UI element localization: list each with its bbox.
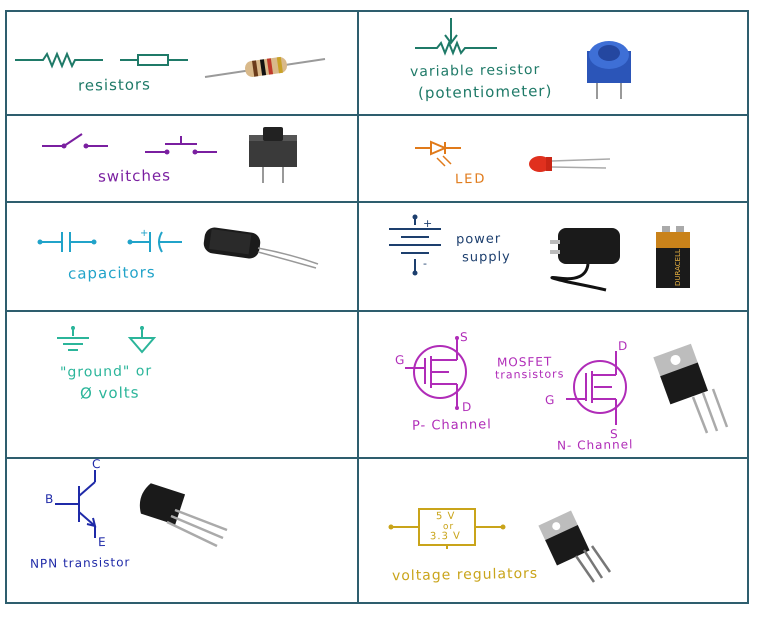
to92-transistor-photo (139, 483, 228, 548)
p-mosfet-g-label: G (394, 352, 406, 368)
grid-divider-vertical (357, 12, 359, 602)
npn-e-label: E (97, 534, 107, 550)
npn-c-label: C (91, 456, 102, 472)
resistor-zigzag-symbol (15, 51, 103, 69)
npn-transistor-symbol (55, 470, 97, 538)
voltage-regulator-symbol (388, 508, 506, 549)
resistor-box-symbol (120, 54, 188, 66)
regulator-label: voltage regulators (391, 565, 539, 585)
components-grid (5, 10, 749, 604)
grid-divider-2 (7, 201, 747, 203)
capacitor-photo (203, 227, 319, 269)
battery-brand-text: DURACELL (674, 249, 682, 286)
ground-label-line2: Ø volts (79, 383, 140, 403)
potentiometer-label-line2: (potentiometer) (417, 81, 553, 103)
resistors-label: resistors (77, 75, 152, 95)
led-label: LED (454, 171, 487, 188)
potentiometer-label-line1: variable resistor (409, 61, 541, 81)
mosfet-title-line2: transistors (494, 367, 565, 382)
n-channel-label: N- Channel (556, 437, 634, 453)
svg-text:-: - (423, 257, 427, 270)
p-mosfet-d-label: D (461, 399, 473, 415)
regulator-box-line3: 3.3 V (429, 530, 462, 543)
p-channel-mosfet-symbol (405, 336, 467, 410)
n-mosfet-g-label: G (544, 392, 556, 408)
to220-transistor-photo (653, 343, 729, 434)
wall-adapter-photo (550, 228, 620, 292)
potentiometer-photo (587, 41, 631, 99)
grid-divider-3 (7, 310, 747, 312)
switches-label: switches (97, 166, 172, 186)
switch-pushbutton-symbol (145, 136, 217, 155)
battery-symbol: + - (389, 214, 441, 276)
capacitor-symbol (37, 232, 97, 252)
pushbutton-photo (249, 127, 297, 183)
potentiometer-symbol (415, 18, 497, 56)
n-channel-mosfet-symbol (566, 351, 627, 425)
npn-b-label: B (44, 491, 55, 507)
regulator-box-line1: 5 V (435, 510, 456, 523)
n-mosfet-d-label: D (617, 338, 629, 354)
resistor-photo (204, 56, 326, 78)
p-channel-label: P- Channel (411, 417, 492, 434)
svg-text:+: + (140, 228, 148, 239)
ground-symbol-2 (127, 326, 157, 354)
electrolytic-capacitor-symbol: + (127, 228, 182, 253)
grid-divider-1 (7, 114, 747, 116)
grid-divider-4 (7, 457, 747, 459)
battery-9v-photo: DURACELL (656, 226, 690, 288)
npn-label: NPN transistor (29, 555, 131, 571)
ground-label-line1: "ground" or (59, 363, 153, 381)
led-symbol (415, 140, 461, 167)
ground-symbol-1 (57, 326, 89, 351)
power-label-line1: power (455, 231, 502, 248)
power-label-line2: supply (461, 249, 511, 266)
led-photo (529, 156, 611, 172)
switch-toggle-symbol (42, 133, 108, 149)
capacitors-label: capacitors (67, 263, 156, 283)
p-mosfet-s-label: S (459, 329, 469, 345)
svg-text:+: + (423, 217, 432, 230)
regulator-photo (538, 510, 612, 583)
